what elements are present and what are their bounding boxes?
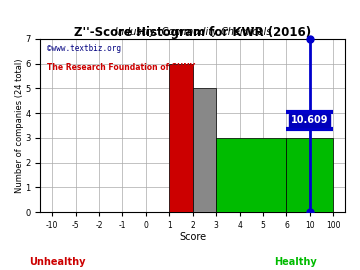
Text: ©www.textbiz.org: ©www.textbiz.org [46, 44, 121, 53]
Text: The Research Foundation of SUNY: The Research Foundation of SUNY [46, 63, 195, 72]
Text: 10.609: 10.609 [291, 116, 329, 126]
Bar [216, 138, 287, 212]
X-axis label: Score: Score [179, 231, 206, 241]
Text: Healthy: Healthy [274, 257, 316, 267]
Bar [287, 138, 333, 212]
Bar [169, 63, 193, 212]
Text: Unhealthy: Unhealthy [30, 257, 86, 267]
Title: Z''-Score Histogram for KWR (2016): Z''-Score Histogram for KWR (2016) [74, 26, 311, 39]
Bar [193, 88, 216, 212]
Text: Industry: Commodity Chemicals: Industry: Commodity Chemicals [114, 27, 271, 37]
Y-axis label: Number of companies (24 total): Number of companies (24 total) [15, 58, 24, 193]
